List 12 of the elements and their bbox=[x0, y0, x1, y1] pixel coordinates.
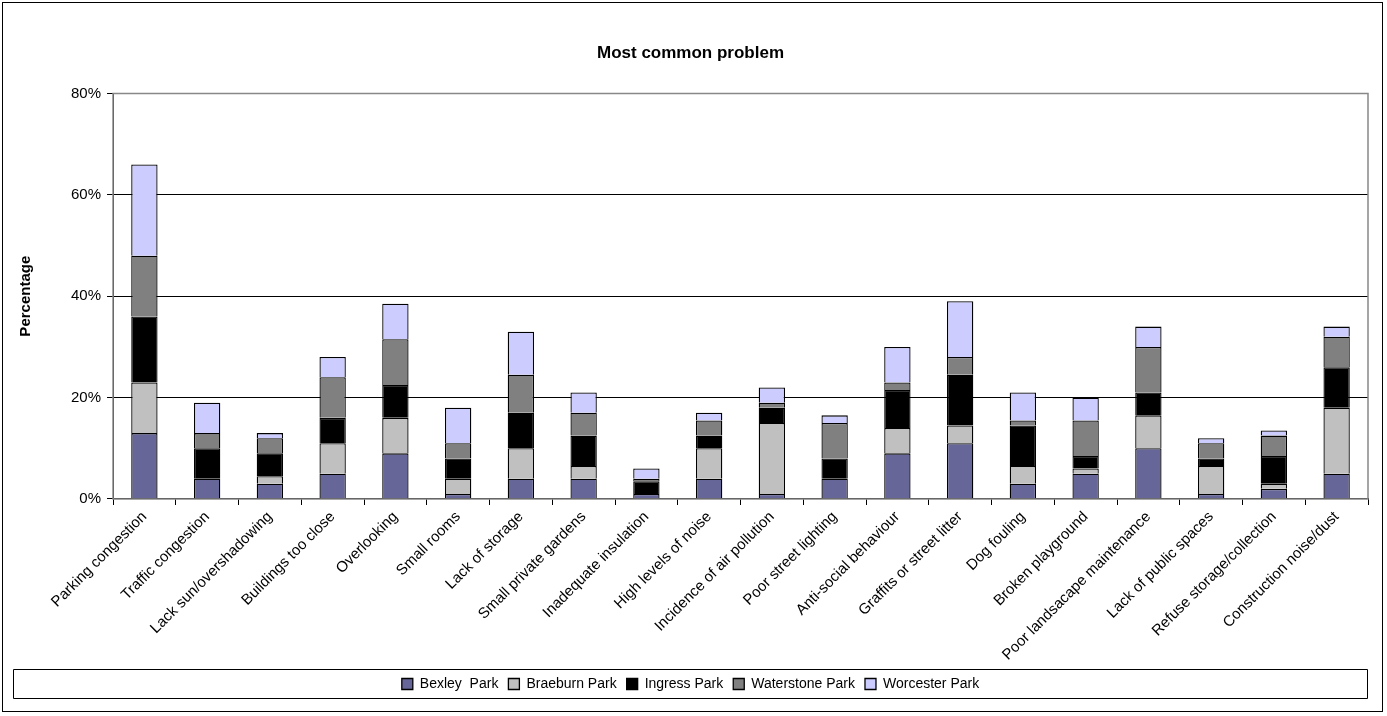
y-tick-label: 40% bbox=[70, 286, 102, 304]
chart-title: Most common problem bbox=[596, 42, 785, 62]
y-tick-label: 0% bbox=[79, 489, 102, 507]
legend-label: Worcester Park bbox=[882, 674, 981, 691]
legend-label: Waterstone Park bbox=[751, 674, 856, 691]
y-tick-label: 20% bbox=[70, 387, 102, 405]
legend-label: Bexley Park bbox=[419, 674, 500, 691]
y-axis-title: Percentage bbox=[16, 255, 34, 337]
y-tick-label: 80% bbox=[70, 83, 102, 101]
legend-label: Ingress Park bbox=[644, 674, 725, 691]
legend-label: Braeburn Park bbox=[526, 674, 618, 691]
y-tick-label: 60% bbox=[70, 184, 102, 202]
